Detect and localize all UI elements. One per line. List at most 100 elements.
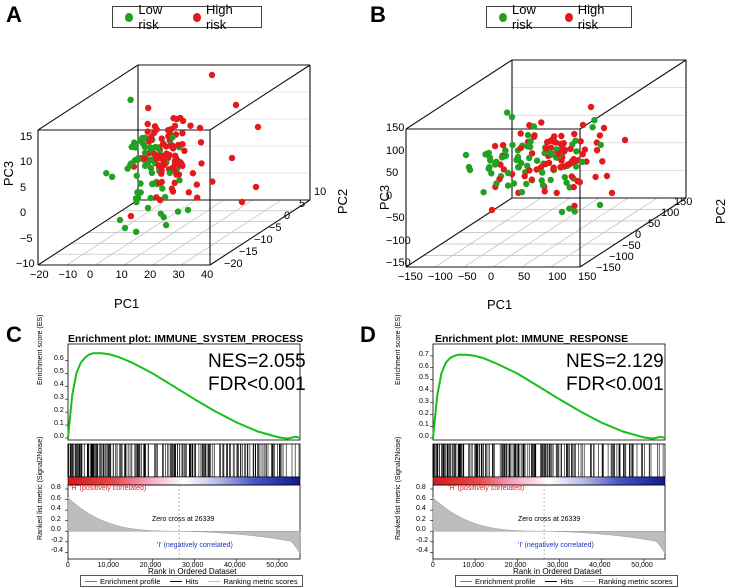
low-risk-point [572,163,580,170]
panel-b-y-tick: 100 [661,207,680,219]
legend-ranking: Ranking metric scores [583,577,673,586]
metric-tick-label: 0.0 [416,526,426,534]
metric-tick-label: -0.4 [416,547,429,555]
panel-c-zero-cross: Zero cross at 26339 [152,516,215,523]
low-risk-point [492,161,499,168]
high-risk-dot-icon [564,12,573,22]
low-risk-point [141,143,149,151]
low-risk-point [137,180,144,187]
panel-b-z-tick: −50 [386,212,405,224]
es-tick-label: 0.2 [419,409,429,417]
panel-a-legend: Low risk High risk [112,2,262,32]
low-risk-point [558,208,566,216]
box-edge [37,64,139,131]
panel-a-x-tick: 30 [172,269,185,281]
high-risk-point [162,143,170,150]
high-risk-point [521,173,528,180]
high-risk-point [193,181,200,188]
high-risk-point [593,147,601,154]
low-risk-point [147,194,154,202]
low-risk-point [498,154,506,161]
es-line [67,352,301,440]
high-risk-point [568,173,575,180]
panel-c-fdr: FDR<0.001 [208,374,306,395]
panel-letter-a: A [6,2,22,27]
x-tick-label: 50,000 [266,562,288,569]
legend-ranking: Ranking metric scores [208,577,298,586]
panel-d-nes: NES=2.129 [566,351,664,372]
high-risk-point [574,177,581,185]
panel-a-z-tick: 5 [20,181,27,194]
high-risk-point [172,154,179,161]
high-risk-point [156,179,163,187]
low-risk-point [131,157,139,164]
high-risk-point [569,158,576,166]
high-risk-point [555,150,562,157]
high-risk-point [528,150,536,157]
high-risk-point [517,144,524,152]
panel-b-x-tick: −100 [428,271,453,283]
high-risk-point [171,179,178,186]
metric-tick-label: 0.6 [51,494,61,502]
panel-b-y-tick: 150 [674,196,693,208]
low-risk-point [539,169,546,176]
panel-c-pos-label: 'H' (positively correlated) [70,485,147,492]
high-risk-point [208,71,216,79]
x-tick-label: 10,000 [462,562,484,569]
high-risk-point [169,164,176,172]
panel-b-z-tick: 150 [386,122,405,134]
panel-a-y-tick: −15 [239,246,258,258]
x-tick-label: 0 [65,562,70,569]
high-risk-point [560,140,567,147]
high-risk-point [600,124,608,132]
legend-enrichment: Enrichment profile [85,577,160,586]
panel-a-x-title: PC1 [114,296,140,311]
low-risk-point [133,172,140,179]
es-plot-frame [67,343,301,441]
low-risk-point [160,213,167,221]
low-risk-point [482,151,489,158]
high-risk-point [238,198,246,206]
legend-enrichment: Enrichment profile [460,577,535,586]
high-risk-point [538,119,545,126]
panel-d-title: Enrichment plot: IMMUNE_RESPONSE [435,333,629,345]
panel-b-x-tick: −150 [398,271,423,283]
panel-a-y-title: PC2 [335,188,351,215]
low-risk-point [596,201,604,209]
low-risk-point [154,144,161,151]
high-risk-point [175,141,182,149]
panel-d-zero-cross: Zero cross at 26339 [518,516,581,523]
high-risk-point [561,146,569,154]
high-risk-point [228,154,236,162]
high-risk-point [550,164,557,171]
high-risk-point [185,189,192,196]
high-risk-point [500,166,507,173]
panel-c-nes: NES=2.055 [208,351,306,372]
high-risk-point [194,194,201,201]
high-risk-point [558,132,565,140]
high-risk-point [491,142,499,150]
high-risk-point [599,158,606,165]
panel-a-x-tick: 40 [201,269,214,281]
low-risk-point [132,144,139,151]
panel-b-z-tick: 100 [386,144,405,157]
x-tick-label: 0 [430,562,435,569]
high-risk-point [151,123,159,130]
panel-d-metric-ylabel: Ranked list metric (Signal2Noise) [395,436,402,540]
low-risk-point [530,123,538,130]
high-risk-point [175,171,183,178]
ranked-heat-bar [67,476,301,486]
high-risk-point [579,121,587,129]
high-risk-point [167,142,175,150]
low-risk-point [518,188,526,196]
panel-b-points [462,103,629,216]
panel-b-z-tick: 0 [386,189,393,202]
es-tick-label: 0.7 [419,350,429,358]
high-risk-point [553,189,560,197]
high-risk-point [541,188,548,195]
es-tick-label: 0.1 [419,421,429,429]
metric-tick-label: 0.4 [51,505,61,513]
low-risk-point [510,180,518,187]
panel-a-z-tick: −5 [20,232,33,245]
metric-tick-label: -0.2 [416,536,429,544]
